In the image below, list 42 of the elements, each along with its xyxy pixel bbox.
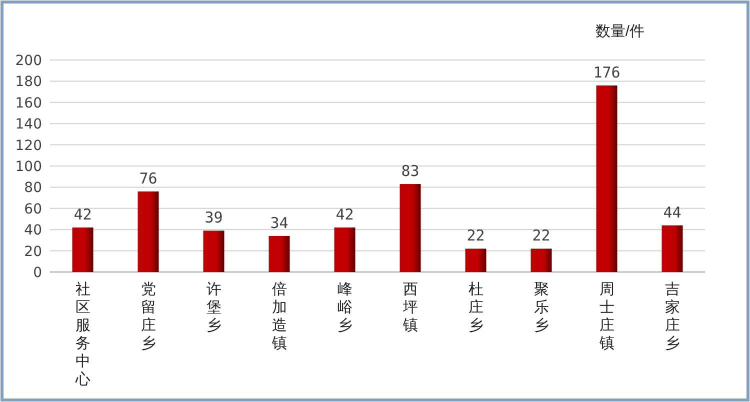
x-tick-label: 杜庄乡 [468, 281, 484, 334]
bar [268, 236, 290, 272]
y-tick-label: 100 [15, 159, 42, 175]
data-label: 34 [270, 214, 288, 232]
bar [138, 191, 159, 272]
data-label: 22 [466, 226, 485, 245]
bar [530, 248, 552, 272]
y-tick-label: 20 [24, 244, 42, 260]
y-tick-label: 160 [15, 95, 42, 112]
x-tick-label: 聚乐乡 [534, 281, 549, 334]
bar [465, 248, 486, 272]
data-label: 39 [204, 208, 223, 227]
x-tick-label: 西坪镇 [402, 281, 418, 334]
y-tick-label: 120 [15, 138, 42, 154]
x-tick-label: 吉家庄乡 [664, 281, 680, 352]
y-tick-label: 60 [24, 201, 42, 218]
y-axis-title: 数量/件 [595, 23, 645, 40]
x-tick-label: 周士庄镇 [598, 281, 614, 352]
data-label: 22 [532, 226, 550, 245]
x-tick-label: 党留庄乡 [140, 281, 156, 352]
x-tick-label: 倍加造镇 [270, 281, 287, 352]
bar [400, 184, 421, 272]
x-tick-label: 峰峪乡 [337, 281, 352, 334]
bar [72, 227, 94, 272]
y-tick-label: 180 [15, 74, 42, 90]
y-tick-label: 200 [15, 53, 42, 69]
y-tick-label: 40 [24, 222, 42, 239]
bar [203, 230, 224, 272]
data-label: 176 [593, 63, 620, 82]
y-tick-label: 140 [15, 116, 42, 133]
x-tick-label: 社区服务中心 [74, 281, 90, 388]
bar [596, 85, 618, 272]
bar [662, 225, 683, 272]
y-tick-label: 0 [33, 265, 42, 281]
x-tick-label: 许堡乡 [206, 281, 222, 334]
data-label: 42 [336, 205, 354, 224]
data-label: 42 [74, 205, 92, 224]
data-label: 44 [663, 203, 682, 222]
data-label: 83 [401, 162, 420, 180]
bar [334, 227, 356, 272]
y-tick-label: 80 [24, 180, 42, 196]
data-label: 76 [139, 169, 158, 188]
